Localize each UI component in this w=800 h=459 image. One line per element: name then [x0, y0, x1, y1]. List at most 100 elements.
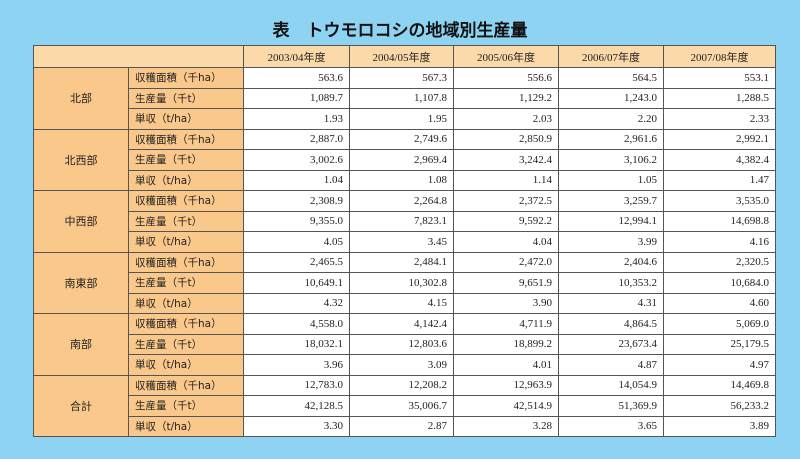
value-cell: 3.99	[558, 231, 664, 253]
value-cell: 12,994.1	[558, 210, 664, 232]
region-cell: 北西部	[33, 128, 129, 191]
table-row: 生産量（千t） 1,089.7 1,107.8 1,129.2 1,243.0 1,288…	[34, 87, 776, 109]
metric-label: 単収（t/ha）	[128, 231, 244, 253]
metric-label: 単収（t/ha）	[128, 354, 244, 376]
value-cell: 5,069.0	[663, 313, 776, 335]
table-row: 生産量（千t） 10,649.1 10,302.8 9,651.9 10,353.2 10…	[34, 272, 776, 294]
value-cell: 4,382.4	[663, 149, 776, 171]
value-cell: 3.45	[349, 231, 454, 253]
region-cell: 中西部	[33, 190, 129, 253]
metric-label: 単収（t/ha）	[128, 415, 244, 437]
data-table: 2003/04年度 2004/05年度 2005/06年度 2006/07年度 2007…	[33, 45, 776, 437]
metric-label: 収穫面積（千ha）	[128, 313, 244, 335]
value-cell: 2,264.8	[349, 190, 454, 212]
value-cell: 10,353.2	[558, 272, 664, 294]
value-cell: 567.3	[349, 67, 454, 89]
value-cell: 3.96	[243, 354, 350, 376]
value-cell: 4.32	[243, 292, 350, 314]
value-cell: 1.95	[349, 108, 454, 130]
value-cell: 1,089.7	[243, 87, 350, 109]
metric-label: 生産量（千t）	[128, 395, 244, 417]
value-cell: 3.65	[558, 415, 664, 437]
table-row: 単収（t/ha） 1.93 1.95 2.03 2.20 2.33	[34, 108, 776, 130]
value-cell: 14,698.8	[663, 210, 776, 232]
value-cell: 2,308.9	[243, 190, 350, 212]
table-row: 単収（t/ha） 4.05 3.45 4.04 3.99 4.16	[34, 231, 776, 253]
value-cell: 7,823.1	[349, 210, 454, 232]
value-cell: 556.6	[453, 67, 559, 89]
table-row: 生産量（千t） 18,032.1 12,803.6 18,899.2 23,673.4 2…	[34, 333, 776, 355]
value-cell: 1,129.2	[453, 87, 559, 109]
value-cell: 3.89	[663, 415, 776, 437]
value-cell: 14,054.9	[558, 374, 664, 396]
table-row: 単収（t/ha） 3.96 3.09 4.01 4.87 4.97	[34, 354, 776, 376]
value-cell: 12,783.0	[243, 374, 350, 396]
column-header: 2005/06年度	[453, 45, 559, 68]
metric-label: 単収（t/ha）	[128, 108, 244, 130]
value-cell: 564.5	[558, 67, 664, 89]
column-header: 2007/08年度	[663, 45, 776, 68]
value-cell: 1.47	[663, 169, 776, 191]
value-cell: 14,469.8	[663, 374, 776, 396]
value-cell: 3.90	[453, 292, 559, 314]
value-cell: 563.6	[243, 67, 350, 89]
value-cell: 9,651.9	[453, 272, 559, 294]
value-cell: 3,106.2	[558, 149, 664, 171]
value-cell: 1,288.5	[663, 87, 776, 109]
value-cell: 2,887.0	[243, 128, 350, 150]
value-cell: 2,961.6	[558, 128, 664, 150]
value-cell: 4.04	[453, 231, 559, 253]
value-cell: 4,711.9	[453, 313, 559, 335]
table-row: 北西部 収穫面積（千ha） 2,887.0 2,749.6 2,850.9 2,961.6…	[33, 128, 776, 191]
value-cell: 3.09	[349, 354, 454, 376]
table-row: 生産量（千t） 42,128.5 35,006.7 42,514.9 51,369.9 5…	[34, 395, 776, 417]
value-cell: 2.03	[453, 108, 559, 130]
metric-label: 生産量（千t）	[128, 149, 244, 171]
value-cell: 56,233.2	[663, 395, 776, 417]
value-cell: 2.20	[558, 108, 664, 130]
value-cell: 4,558.0	[243, 313, 350, 335]
value-cell: 2,850.9	[453, 128, 559, 150]
value-cell: 4.05	[243, 231, 350, 253]
value-cell: 10,302.8	[349, 272, 454, 294]
corner-cell	[33, 45, 244, 68]
table-row: 南東部 収穫面積（千ha） 2,465.5 2,484.1 2,472.0 2,404.6…	[33, 251, 776, 314]
metric-label: 収穫面積（千ha）	[128, 190, 244, 212]
value-cell: 12,963.9	[453, 374, 559, 396]
metric-label: 収穫面積（千ha）	[128, 128, 244, 150]
value-cell: 1,107.8	[349, 87, 454, 109]
value-cell: 9,592.2	[453, 210, 559, 232]
value-cell: 2,992.1	[663, 128, 776, 150]
value-cell: 3,242.4	[453, 149, 559, 171]
value-cell: 1.04	[243, 169, 350, 191]
table-row: 生産量（千t） 9,355.0 7,823.1 9,592.2 12,994.1 14,6…	[34, 210, 776, 232]
metric-label: 単収（t/ha）	[128, 169, 244, 191]
value-cell: 2,472.0	[453, 251, 559, 273]
region-cell: 南部	[33, 313, 129, 376]
value-cell: 12,208.2	[349, 374, 454, 396]
value-cell: 51,369.9	[558, 395, 664, 417]
table-row: 単収（t/ha） 1.04 1.08 1.14 1.05 1.47	[34, 169, 776, 191]
value-cell: 42,128.5	[243, 395, 350, 417]
value-cell: 4.97	[663, 354, 776, 376]
value-cell: 4.31	[558, 292, 664, 314]
value-cell: 12,803.6	[349, 333, 454, 355]
metric-label: 生産量（千t）	[128, 210, 244, 232]
table-row: 中西部 収穫面積（千ha） 2,308.9 2,264.8 2,372.5 3,259.7…	[33, 190, 776, 253]
value-cell: 4.01	[453, 354, 559, 376]
value-cell: 2,372.5	[453, 190, 559, 212]
value-cell: 3.28	[453, 415, 559, 437]
region-cell: 合計	[33, 374, 129, 437]
value-cell: 2,969.4	[349, 149, 454, 171]
value-cell: 4,864.5	[558, 313, 664, 335]
value-cell: 4.60	[663, 292, 776, 314]
column-header: 2004/05年度	[349, 45, 454, 68]
value-cell: 3,535.0	[663, 190, 776, 212]
value-cell: 4.15	[349, 292, 454, 314]
metric-label: 生産量（千t）	[128, 272, 244, 294]
metric-label: 単収（t/ha）	[128, 292, 244, 314]
value-cell: 1,243.0	[558, 87, 664, 109]
value-cell: 1.08	[349, 169, 454, 191]
value-cell: 2,749.6	[349, 128, 454, 150]
